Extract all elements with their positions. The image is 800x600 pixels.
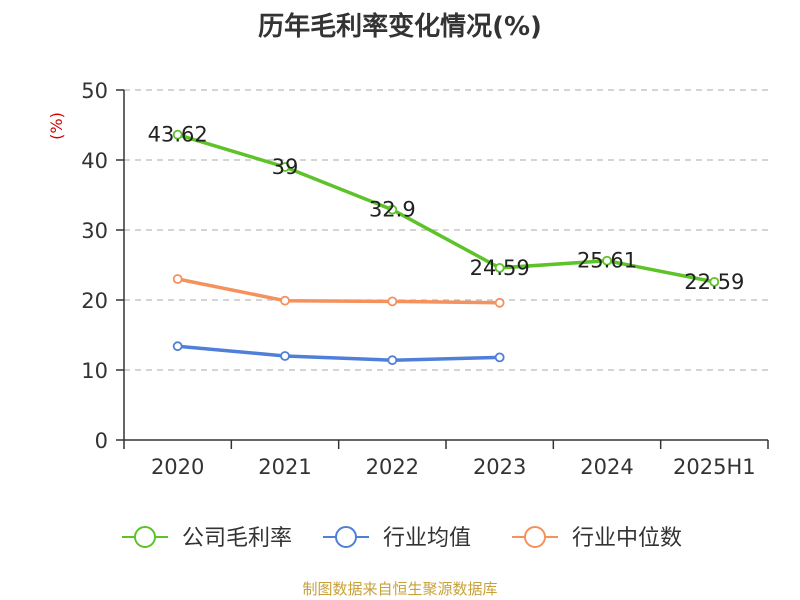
legend-label: 行业均值 (383, 526, 471, 551)
data-label: 22.59 (684, 270, 744, 294)
series-line (178, 279, 500, 303)
data-label: 39 (272, 155, 299, 179)
legend-marker (525, 527, 545, 547)
y-tick-label: 10 (81, 359, 108, 383)
x-tick-label: 2025H1 (673, 455, 756, 479)
legend-marker (135, 527, 155, 547)
y-tick-label: 40 (81, 149, 108, 173)
source-note: 制图数据来自恒生聚源数据库 (0, 578, 800, 599)
y-tick-label: 20 (81, 289, 108, 313)
legend-label: 行业中位数 (572, 526, 682, 551)
x-tick-label: 2022 (366, 455, 419, 479)
legend-label: 公司毛利率 (182, 526, 292, 551)
data-point (281, 352, 289, 360)
data-point (496, 353, 504, 361)
data-label: 43.62 (148, 123, 208, 147)
data-label: 24.59 (470, 256, 530, 280)
series-line (178, 346, 500, 360)
data-point (281, 297, 289, 305)
data-point (174, 342, 182, 350)
data-label: 25.61 (577, 249, 637, 273)
chart-area: 0 10 20 30 40 50 2020 2021 2022 2023 2024 2025H1 (%)… (0, 0, 800, 600)
y-tick-label: 30 (81, 219, 108, 243)
x-tick-label: 2023 (473, 455, 526, 479)
data-label: 32.9 (369, 198, 416, 222)
x-tick-label: 2024 (580, 455, 633, 479)
x-tick-label: 2021 (258, 455, 311, 479)
y-axis-unit-label: (%) (47, 112, 66, 140)
data-point (174, 275, 182, 283)
data-point (496, 299, 504, 307)
data-point (388, 356, 396, 364)
legend-marker (336, 527, 356, 547)
y-tick-label: 50 (81, 79, 108, 103)
y-tick-label: 0 (95, 429, 108, 453)
x-tick-label: 2020 (151, 455, 204, 479)
data-point (388, 297, 396, 305)
